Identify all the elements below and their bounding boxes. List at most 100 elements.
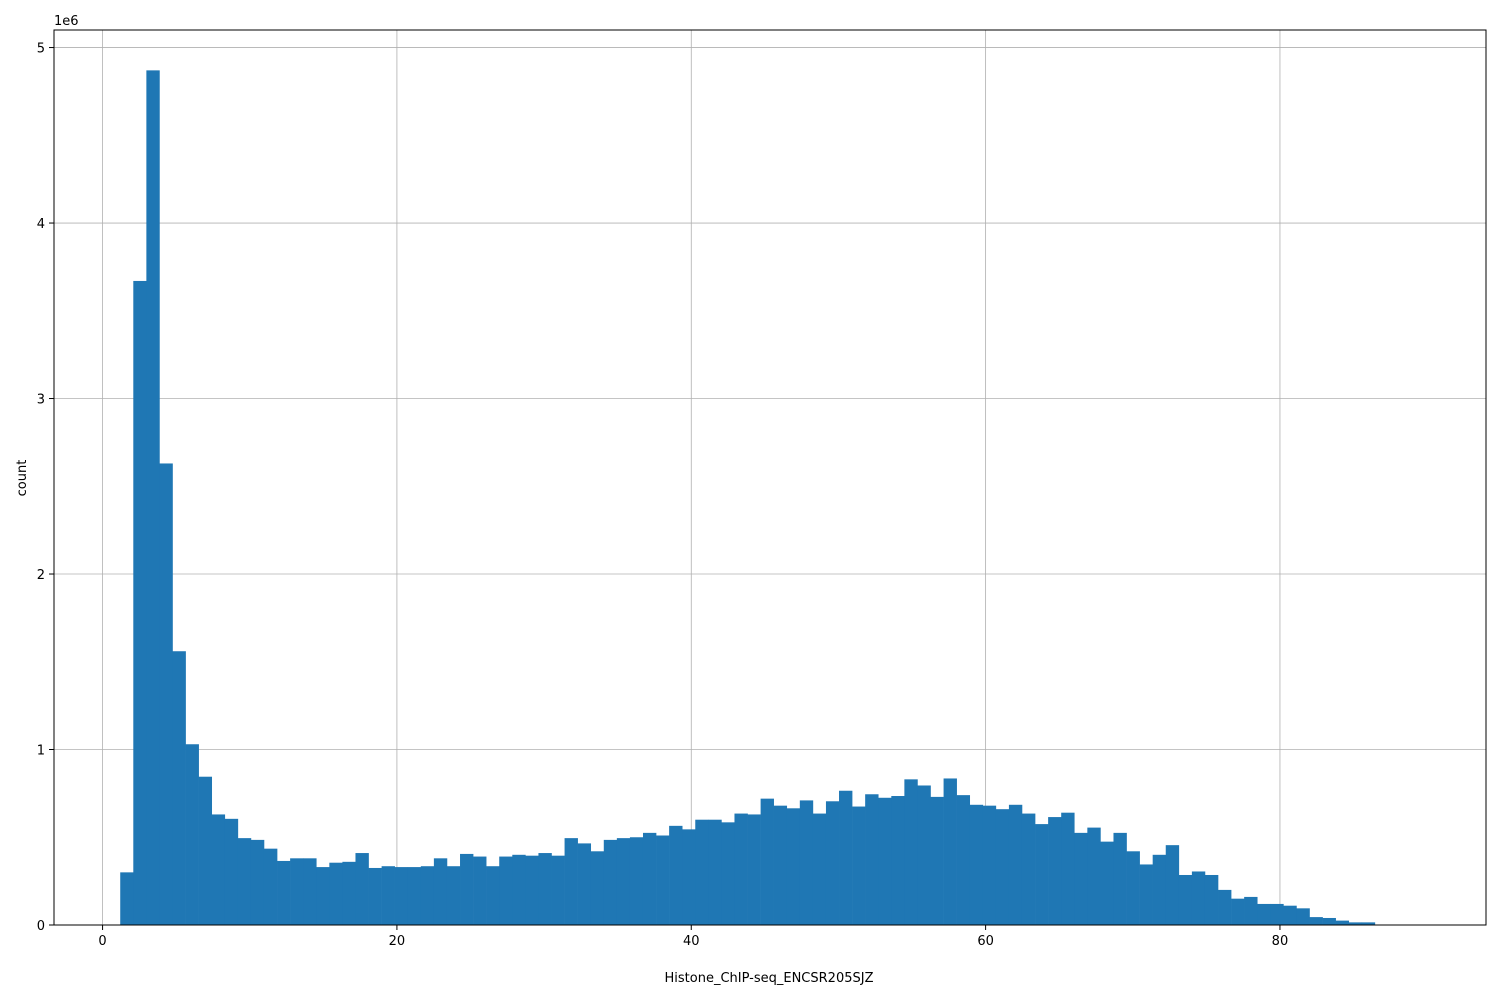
histogram-bar — [917, 785, 931, 925]
histogram-bar — [277, 860, 291, 925]
y-tick-label: 0 — [37, 919, 45, 934]
histogram-bar — [1218, 889, 1232, 925]
histogram-bar — [695, 819, 709, 925]
histogram-bar — [773, 805, 788, 925]
histogram-bar — [786, 808, 801, 925]
histogram-bar — [708, 819, 722, 925]
histogram-bar — [342, 861, 356, 925]
histogram-bar — [629, 837, 644, 925]
histogram-bar — [381, 866, 395, 925]
histogram-bar — [433, 858, 448, 925]
histogram-bar — [1283, 905, 1297, 925]
histogram-bar — [499, 856, 513, 925]
histogram-bar — [394, 867, 409, 925]
histogram-bar — [1231, 898, 1245, 925]
x-tick-label: 80 — [1272, 934, 1289, 949]
histogram-bar — [185, 744, 199, 925]
histogram-bar — [1035, 824, 1049, 925]
histogram-bar — [172, 651, 186, 925]
histogram-bar — [760, 798, 774, 925]
y-tick-label: 4 — [37, 217, 45, 232]
histogram-bars — [120, 70, 1376, 926]
histogram-bar — [1244, 896, 1258, 925]
histogram-bar — [721, 822, 735, 925]
histogram-bar — [1139, 864, 1153, 925]
histogram-bar — [669, 825, 683, 925]
histogram-bar — [1021, 813, 1036, 925]
histogram-bar — [642, 832, 657, 925]
histogram-bar — [224, 818, 239, 925]
x-axis-ticks: 0 20 40 60 80 — [98, 925, 1288, 949]
histogram-bar — [799, 800, 814, 925]
histogram-bar — [1335, 920, 1350, 925]
histogram-bar — [1296, 908, 1310, 925]
y-tick-label: 5 — [37, 42, 45, 57]
y-offset-label: 1e6 — [54, 14, 79, 29]
histogram-bar — [120, 872, 134, 925]
histogram-bar — [1152, 854, 1167, 925]
histogram-bar — [1074, 832, 1088, 925]
histogram-bar — [891, 796, 905, 925]
y-axis-ticks: 0 1 2 3 4 5 — [37, 42, 54, 934]
histogram-bar — [446, 866, 461, 925]
histogram-bar — [1309, 917, 1323, 925]
histogram-bar — [159, 463, 173, 925]
histogram-bar — [852, 806, 866, 925]
histogram-bar — [355, 853, 369, 925]
histogram-bar — [1348, 922, 1363, 925]
histogram-bar — [904, 779, 918, 925]
histogram-bar — [1008, 804, 1023, 925]
grid-lines — [54, 30, 1486, 926]
histogram-bar — [1165, 845, 1180, 925]
y-tick-label: 3 — [37, 393, 45, 408]
histogram-bar — [943, 778, 957, 925]
x-tick-label: 60 — [977, 934, 994, 949]
histogram-bar — [982, 805, 997, 925]
histogram-bar — [473, 856, 487, 925]
histogram-bar — [420, 866, 435, 925]
histogram-bar — [512, 854, 526, 925]
histogram-bar — [290, 858, 304, 925]
histogram-bar — [603, 839, 618, 925]
histogram-bar — [1061, 812, 1075, 925]
histogram-bar — [263, 848, 278, 925]
histogram-bar — [211, 814, 226, 925]
histogram-bar — [747, 814, 761, 925]
histogram-bar — [1322, 917, 1336, 925]
histogram-bar — [1048, 817, 1062, 925]
histogram-bar — [368, 867, 382, 925]
histogram-bar — [1361, 922, 1376, 925]
histogram-bar — [146, 70, 160, 926]
y-tick-label: 1 — [37, 744, 45, 759]
histogram-bar — [995, 809, 1010, 925]
histogram-bar — [460, 853, 474, 925]
histogram-bar — [956, 795, 971, 925]
histogram-bar — [1178, 874, 1193, 925]
histogram-bar — [133, 280, 147, 925]
histogram-bar — [812, 813, 827, 925]
histogram-bar — [656, 835, 670, 925]
histogram-bar — [1126, 851, 1140, 925]
histogram-bar — [1191, 871, 1206, 925]
histogram-bar — [616, 838, 631, 925]
x-axis-label: Histone_ChIP-seq_ENCSR205SJZ — [665, 971, 874, 986]
x-tick-label: 20 — [389, 934, 406, 949]
histogram-bar — [930, 796, 944, 925]
histogram-bar — [316, 867, 330, 925]
histogram-bar — [682, 829, 696, 925]
y-axis-label: count — [15, 460, 30, 497]
histogram-bar — [303, 858, 317, 925]
x-tick-label: 40 — [683, 934, 700, 949]
histogram-bar — [407, 867, 422, 925]
histogram-bar — [590, 851, 605, 925]
histogram-bar — [839, 790, 853, 925]
histogram-bar — [1257, 903, 1271, 925]
histogram-bar — [486, 866, 500, 925]
histogram-bar — [198, 776, 213, 925]
histogram-bar — [1113, 832, 1127, 925]
histogram-bar — [564, 838, 578, 925]
x-tick-label: 0 — [98, 934, 106, 949]
histogram-bar — [1087, 827, 1101, 925]
histogram-bar — [551, 855, 565, 925]
